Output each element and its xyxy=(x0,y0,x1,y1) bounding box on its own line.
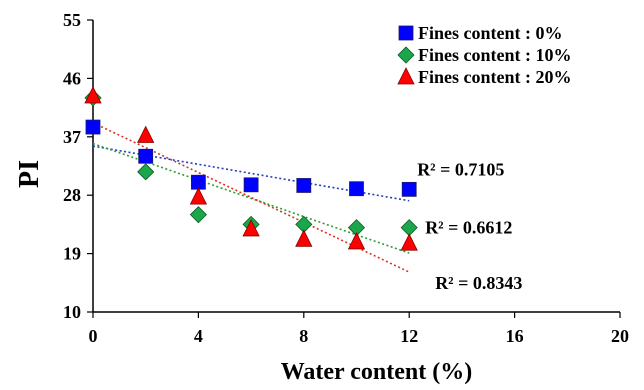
data-point-triangle xyxy=(84,86,102,104)
legend-item-triangle: Fines content : 20% xyxy=(397,67,571,87)
r2-labels: R² = 0.7105 R² = 0.6612 R² = 0.8343 xyxy=(417,159,522,293)
data-point-square xyxy=(296,178,312,193)
legend-item-diamond: Fines content : 10% xyxy=(397,45,571,65)
legend-label: Fines content : 20% xyxy=(418,67,571,87)
legend-marker-square xyxy=(398,25,414,41)
data-point-diamond xyxy=(189,206,207,224)
axes: 10 19 28 37 46 55 0 4 8 12 16 20 xyxy=(63,10,629,346)
data-point-diamond xyxy=(400,219,418,237)
data-point-triangle xyxy=(400,233,418,251)
r2-label-square: R² = 0.7105 xyxy=(417,159,504,179)
trendlines xyxy=(92,122,410,273)
x-tick-label: 4 xyxy=(194,326,203,346)
data-point-triangle xyxy=(347,232,366,250)
x-tick-label: 8 xyxy=(299,326,308,346)
x-tick-label: 20 xyxy=(611,326,629,346)
r2-label-diamond: R² = 0.6612 xyxy=(425,218,512,238)
y-tick-label: 55 xyxy=(63,10,81,30)
x-tick-label: 16 xyxy=(506,326,524,346)
x-axis-title: Water content (%) xyxy=(281,359,473,385)
data-point-square xyxy=(190,174,206,190)
y-tick-label: 37 xyxy=(63,127,81,147)
data-point-triangle xyxy=(242,219,260,237)
data-point-triangle xyxy=(137,125,155,143)
series-diamond-points xyxy=(84,89,418,237)
data-point-triangle xyxy=(189,187,208,205)
x-tick-label: 0 xyxy=(89,326,98,346)
series-square-points xyxy=(85,119,417,197)
legend-label: Fines content : 10% xyxy=(418,45,571,65)
y-tick-label: 19 xyxy=(63,244,81,264)
data-point-triangle xyxy=(295,229,313,247)
data-points xyxy=(84,86,418,251)
legend-label: Fines content : 0% xyxy=(418,23,562,43)
legend-item-square: Fines content : 0% xyxy=(398,23,562,43)
x-tick-label: 12 xyxy=(400,326,418,346)
y-tick-label: 28 xyxy=(63,185,81,205)
data-point-square xyxy=(85,119,101,135)
trendline-triangle xyxy=(92,122,410,273)
r2-label-triangle: R² = 0.8343 xyxy=(435,273,522,293)
data-point-square xyxy=(349,181,364,197)
data-point-diamond xyxy=(137,163,155,181)
y-tick-label: 46 xyxy=(63,68,81,88)
legend: Fines content : 0%Fines content : 10%Fin… xyxy=(397,23,571,87)
data-point-square xyxy=(138,148,154,164)
legend-marker-diamond xyxy=(397,46,415,64)
data-point-square xyxy=(401,181,417,197)
series-triangle-points xyxy=(84,86,418,251)
y-axis-title: PI xyxy=(14,160,45,188)
data-point-square xyxy=(243,177,259,193)
legend-marker-triangle xyxy=(397,67,415,85)
y-tick-label: 10 xyxy=(63,302,81,322)
